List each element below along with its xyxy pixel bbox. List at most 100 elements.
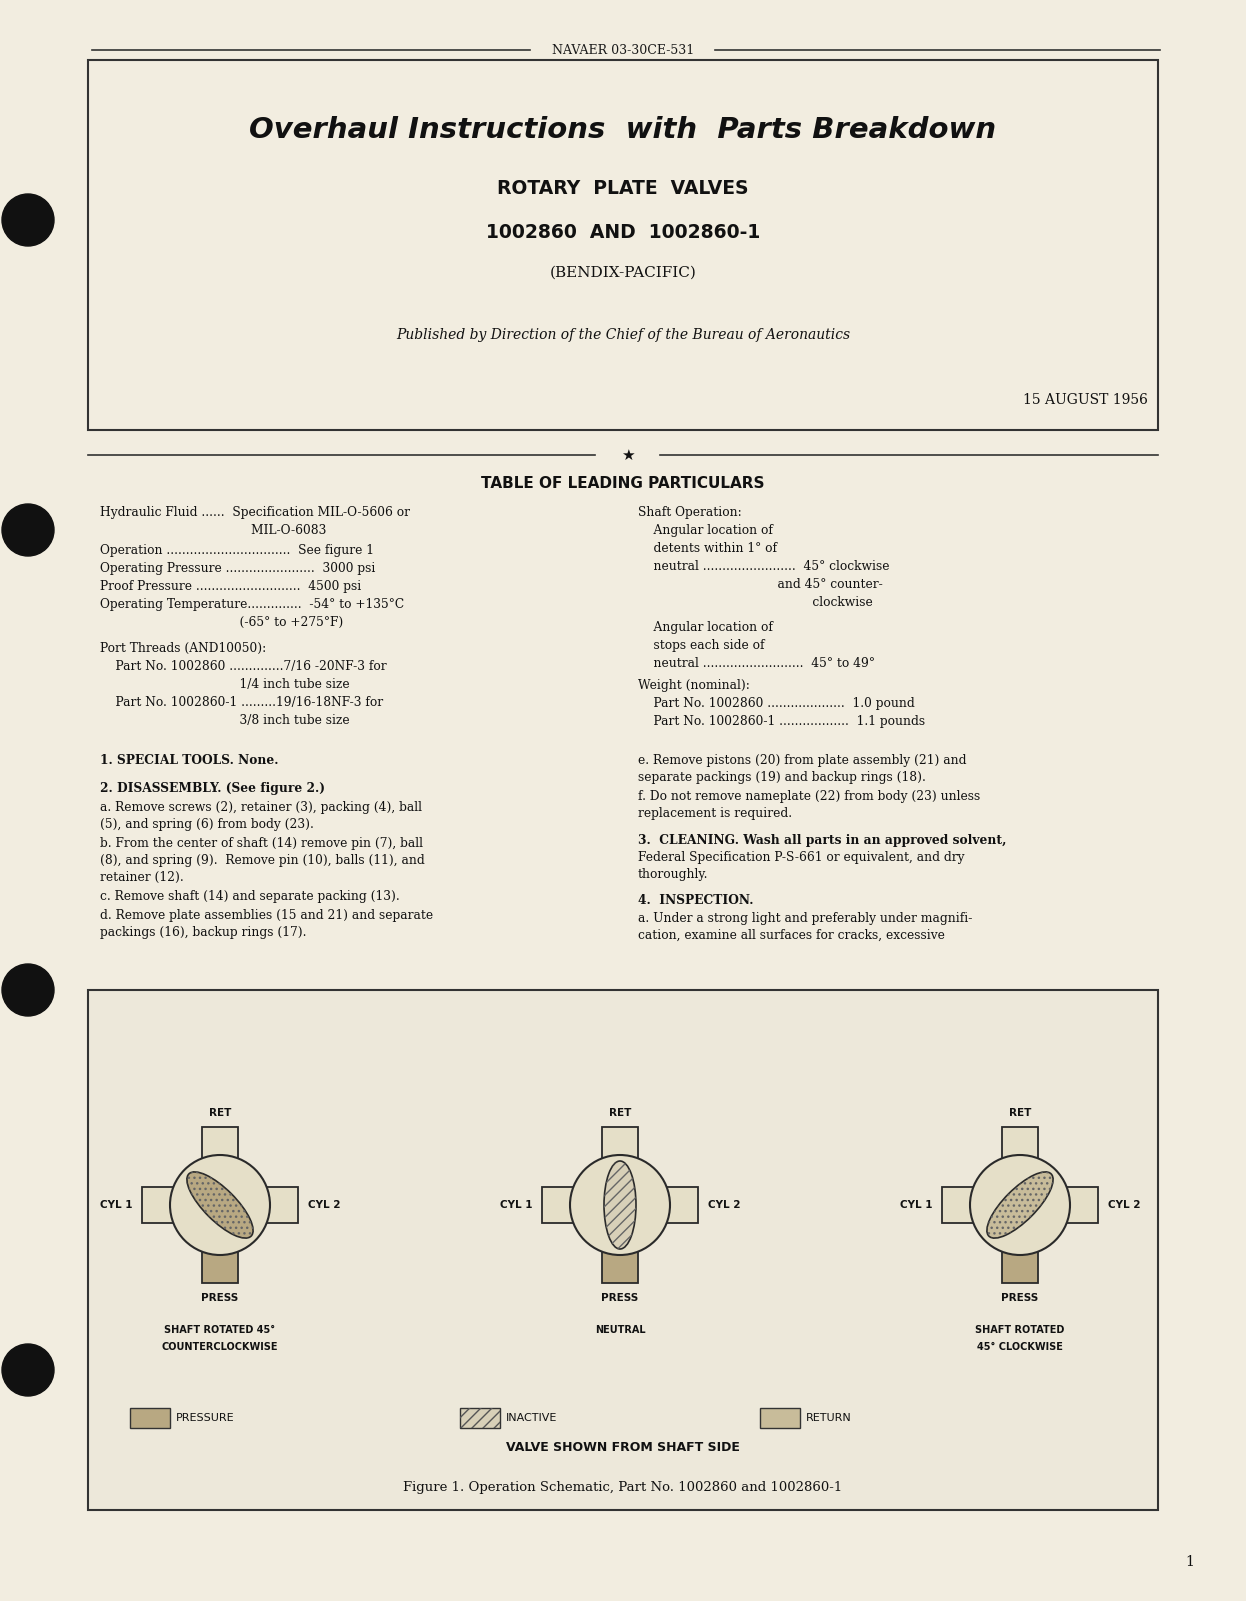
- Text: CYL 2: CYL 2: [1108, 1201, 1140, 1210]
- Text: (-65° to +275°F): (-65° to +275°F): [100, 615, 343, 629]
- Circle shape: [2, 1343, 54, 1396]
- Text: e. Remove pistons (20) from plate assembly (21) and: e. Remove pistons (20) from plate assemb…: [638, 754, 967, 767]
- Text: and 45° counter-: and 45° counter-: [638, 578, 882, 591]
- Text: ★: ★: [622, 448, 634, 463]
- Text: 45° CLOCKWISE: 45° CLOCKWISE: [977, 1342, 1063, 1351]
- Bar: [602, 1127, 638, 1178]
- Text: 1/4 inch tube size: 1/4 inch tube size: [100, 677, 350, 690]
- Text: RET: RET: [209, 1108, 232, 1117]
- Bar: [760, 1407, 800, 1428]
- Text: (8), and spring (9).  Remove pin (10), balls (11), and: (8), and spring (9). Remove pin (10), ba…: [100, 853, 425, 866]
- Text: d. Remove plate assemblies (15 and 21) and separate: d. Remove plate assemblies (15 and 21) a…: [100, 908, 434, 922]
- Ellipse shape: [987, 1172, 1053, 1238]
- Text: INACTIVE: INACTIVE: [506, 1414, 557, 1423]
- Bar: [460, 1407, 500, 1428]
- Bar: [202, 1231, 238, 1282]
- Bar: [245, 1186, 298, 1223]
- Circle shape: [2, 194, 54, 247]
- Text: Operation ................................  See figure 1: Operation ..............................…: [100, 543, 374, 557]
- Text: CYL 2: CYL 2: [708, 1201, 740, 1210]
- Text: packings (16), backup rings (17).: packings (16), backup rings (17).: [100, 925, 307, 938]
- Text: 3.  CLEANING. Wash all parts in an approved solvent,: 3. CLEANING. Wash all parts in an approv…: [638, 834, 1007, 847]
- Text: COUNTERCLOCKWISE: COUNTERCLOCKWISE: [162, 1342, 278, 1351]
- Text: Operating Temperature..............  -54° to +135°C: Operating Temperature.............. -54°…: [100, 597, 404, 610]
- Text: RETURN: RETURN: [806, 1414, 852, 1423]
- Text: Weight (nominal):: Weight (nominal):: [638, 679, 750, 692]
- Text: Angular location of: Angular location of: [638, 524, 773, 536]
- Bar: [645, 1186, 698, 1223]
- Circle shape: [969, 1154, 1070, 1255]
- Text: 2. DISASSEMBLY. (See figure 2.): 2. DISASSEMBLY. (See figure 2.): [100, 781, 325, 794]
- Text: NEUTRAL: NEUTRAL: [594, 1326, 645, 1335]
- Text: Port Threads (AND10050):: Port Threads (AND10050):: [100, 642, 267, 655]
- Bar: [942, 1186, 994, 1223]
- Text: detents within 1° of: detents within 1° of: [638, 541, 778, 554]
- Text: a. Remove screws (2), retainer (3), packing (4), ball: a. Remove screws (2), retainer (3), pack…: [100, 800, 422, 813]
- Text: PRESS: PRESS: [202, 1294, 239, 1303]
- Text: retainer (12).: retainer (12).: [100, 871, 183, 884]
- Text: TABLE OF LEADING PARTICULARS: TABLE OF LEADING PARTICULARS: [481, 475, 765, 490]
- Text: RET: RET: [609, 1108, 632, 1117]
- Text: MIL-O-6083: MIL-O-6083: [100, 524, 326, 536]
- Circle shape: [569, 1154, 670, 1255]
- Text: Shaft Operation:: Shaft Operation:: [638, 506, 741, 519]
- Text: 15 AUGUST 1956: 15 AUGUST 1956: [1023, 392, 1148, 407]
- Text: SHAFT ROTATED: SHAFT ROTATED: [976, 1326, 1064, 1335]
- Text: CYL 1: CYL 1: [500, 1201, 532, 1210]
- Bar: [88, 989, 1158, 1510]
- Bar: [460, 1407, 500, 1428]
- Text: Federal Specification P-S-661 or equivalent, and dry: Federal Specification P-S-661 or equival…: [638, 850, 964, 863]
- Text: VALVE SHOWN FROM SHAFT SIDE: VALVE SHOWN FROM SHAFT SIDE: [506, 1441, 740, 1454]
- Text: neutral ........................  45° clockwise: neutral ........................ 45° clo…: [638, 559, 890, 573]
- Bar: [142, 1186, 194, 1223]
- Text: Overhaul Instructions  with  Parts Breakdown: Overhaul Instructions with Parts Breakdo…: [249, 115, 997, 144]
- Text: 1002860  AND  1002860-1: 1002860 AND 1002860-1: [486, 223, 760, 242]
- Bar: [1002, 1231, 1038, 1282]
- Text: (5), and spring (6) from body (23).: (5), and spring (6) from body (23).: [100, 818, 314, 831]
- Text: c. Remove shaft (14) and separate packing (13).: c. Remove shaft (14) and separate packin…: [100, 890, 400, 903]
- Text: ROTARY  PLATE  VALVES: ROTARY PLATE VALVES: [497, 178, 749, 197]
- Text: PRESS: PRESS: [1002, 1294, 1039, 1303]
- Ellipse shape: [187, 1172, 253, 1238]
- Text: b. From the center of shaft (14) remove pin (7), ball: b. From the center of shaft (14) remove …: [100, 836, 422, 850]
- Circle shape: [2, 504, 54, 556]
- Text: replacement is required.: replacement is required.: [638, 807, 792, 820]
- Text: Part No. 1002860 ..............7/16 -20NF-3 for: Part No. 1002860 ..............7/16 -20N…: [100, 660, 386, 672]
- Text: cation, examine all surfaces for cracks, excessive: cation, examine all surfaces for cracks,…: [638, 929, 944, 941]
- Text: Part No. 1002860-1 ..................  1.1 pounds: Part No. 1002860-1 .................. 1.…: [638, 714, 925, 727]
- Text: Proof Pressure ...........................  4500 psi: Proof Pressure .........................…: [100, 580, 361, 592]
- Text: CYL 2: CYL 2: [308, 1201, 340, 1210]
- Bar: [130, 1407, 169, 1428]
- Bar: [88, 59, 1158, 431]
- Text: 1. SPECIAL TOOLS. None.: 1. SPECIAL TOOLS. None.: [100, 754, 279, 767]
- Text: Figure 1. Operation Schematic, Part No. 1002860 and 1002860-1: Figure 1. Operation Schematic, Part No. …: [404, 1481, 842, 1494]
- Bar: [1002, 1127, 1038, 1178]
- Text: 3/8 inch tube size: 3/8 inch tube size: [100, 714, 350, 727]
- Text: NAVAER 03-30CE-531: NAVAER 03-30CE-531: [552, 43, 694, 56]
- Text: Operating Pressure .......................  3000 psi: Operating Pressure .....................…: [100, 562, 375, 575]
- Text: 1: 1: [1185, 1555, 1195, 1569]
- Bar: [542, 1186, 594, 1223]
- Text: RET: RET: [1009, 1108, 1032, 1117]
- Text: thoroughly.: thoroughly.: [638, 868, 709, 881]
- Text: neutral ..........................  45° to 49°: neutral .......................... 45° t…: [638, 656, 875, 669]
- Text: stops each side of: stops each side of: [638, 639, 765, 652]
- Bar: [602, 1231, 638, 1282]
- Bar: [202, 1127, 238, 1178]
- Text: 4.  INSPECTION.: 4. INSPECTION.: [638, 893, 754, 906]
- Circle shape: [169, 1154, 270, 1255]
- Text: Part No. 1002860 ....................  1.0 pound: Part No. 1002860 .................... 1.…: [638, 696, 915, 709]
- Text: (BENDIX-PACIFIC): (BENDIX-PACIFIC): [549, 266, 697, 280]
- Text: separate packings (19) and backup rings (18).: separate packings (19) and backup rings …: [638, 770, 926, 783]
- Text: PRESSURE: PRESSURE: [176, 1414, 234, 1423]
- Text: CYL 1: CYL 1: [100, 1201, 132, 1210]
- Bar: [1045, 1186, 1098, 1223]
- Text: PRESS: PRESS: [602, 1294, 639, 1303]
- Text: Published by Direction of the Chief of the Bureau of Aeronautics: Published by Direction of the Chief of t…: [396, 328, 850, 343]
- Text: f. Do not remove nameplate (22) from body (23) unless: f. Do not remove nameplate (22) from bod…: [638, 789, 981, 802]
- Text: CYL 1: CYL 1: [900, 1201, 932, 1210]
- Circle shape: [2, 964, 54, 1017]
- Text: SHAFT ROTATED 45°: SHAFT ROTATED 45°: [164, 1326, 275, 1335]
- Ellipse shape: [604, 1161, 635, 1249]
- Text: clockwise: clockwise: [638, 596, 872, 608]
